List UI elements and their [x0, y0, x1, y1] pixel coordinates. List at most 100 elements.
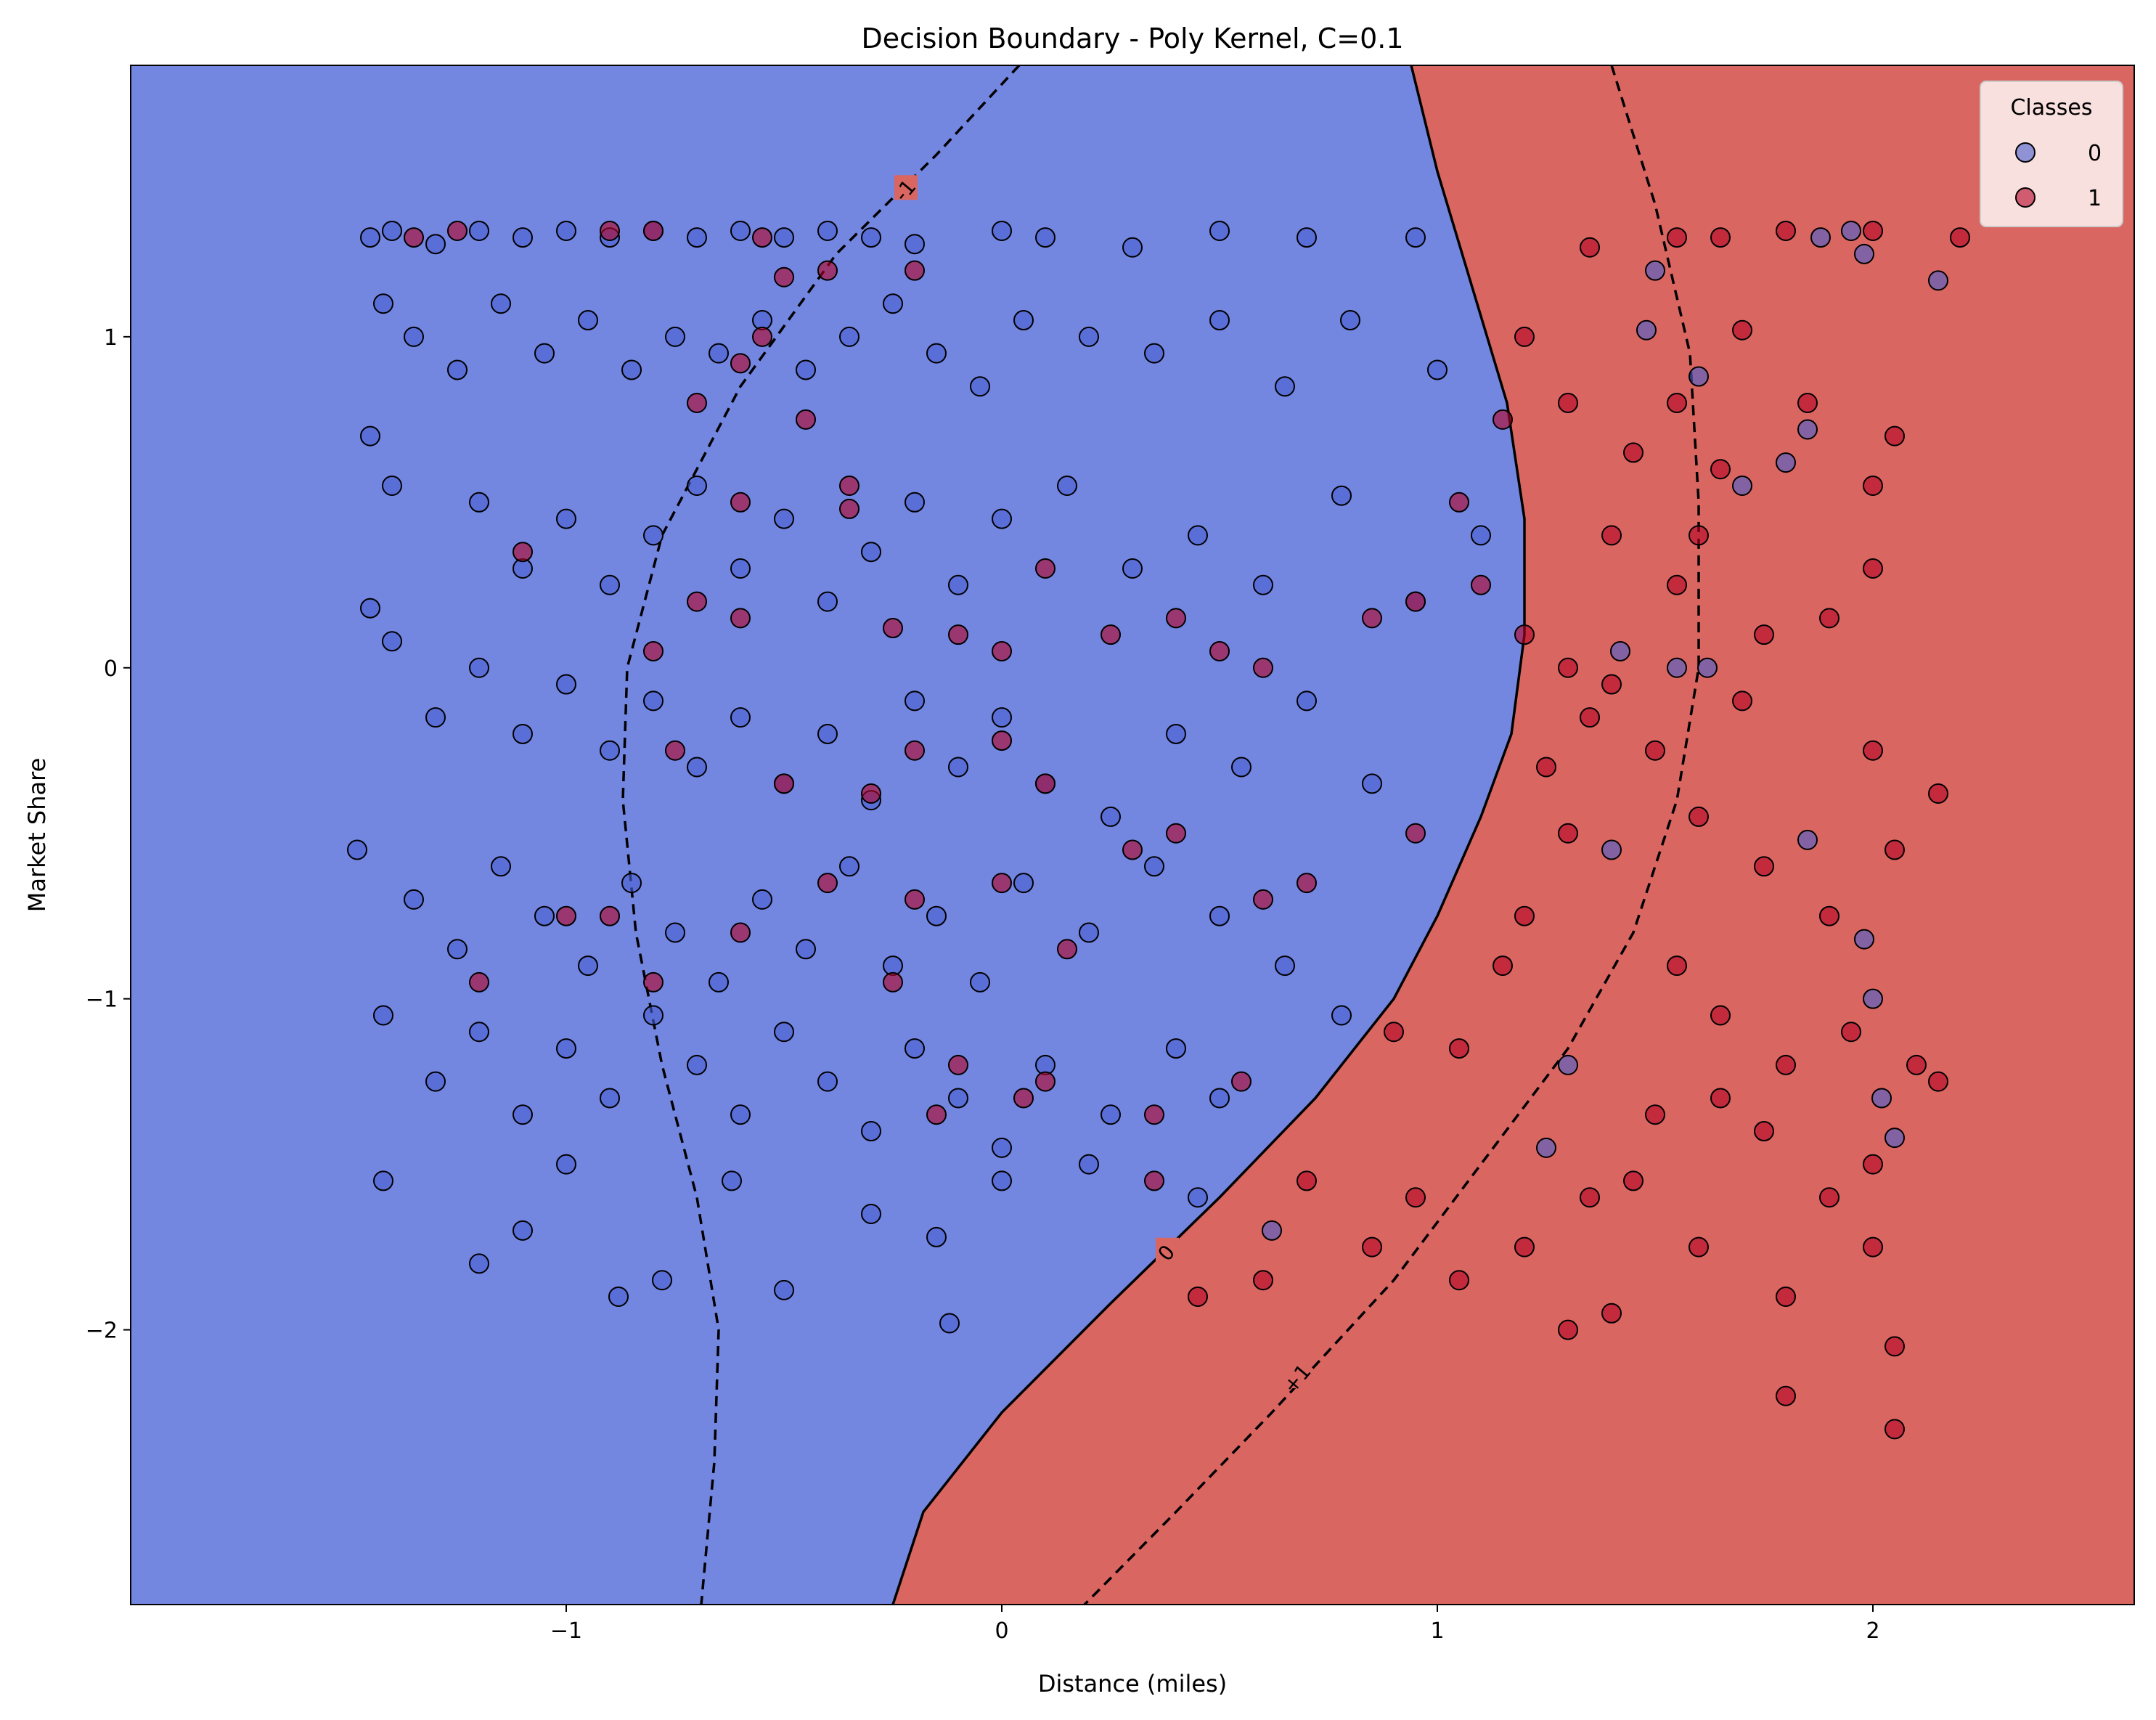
data-point-class-0: [970, 971, 990, 993]
data-point-class-1: [1819, 1187, 1839, 1208]
data-point-class-0: [722, 1170, 742, 1191]
x-axis-ticks: −1 0 1 2: [550, 1605, 1880, 1644]
data-point-class-0: [1340, 310, 1360, 331]
data-point-class-0: [730, 558, 751, 579]
contour-line: [891, 65, 1526, 1605]
data-point-class-1: [1667, 574, 1687, 595]
data-point-class-1: [1754, 1121, 1774, 1142]
data-point-class-0: [425, 707, 446, 728]
data-point-class-1: [1253, 1270, 1273, 1291]
data-point-class-0: [621, 359, 642, 380]
contour-line: [621, 65, 1021, 1605]
data-point-class-1: [1623, 442, 1643, 463]
data-point-class-1: [1710, 227, 1731, 248]
data-point-class-0: [1166, 1038, 1186, 1059]
data-point-class-1: [643, 640, 663, 661]
data-point-class-0: [926, 343, 947, 364]
data-point-class-1: [1536, 757, 1556, 778]
x-axis-label: Distance (miles): [1038, 1670, 1227, 1697]
data-point-class-1: [469, 971, 489, 993]
data-point-class-1: [905, 740, 925, 761]
data-point-class-1: [1667, 393, 1687, 414]
x-tick-label: 1: [1430, 1618, 1444, 1644]
data-point-class-0: [469, 1253, 489, 1274]
data-point-class-1: [1384, 1022, 1404, 1043]
data-point-class-0: [905, 1038, 925, 1059]
y-tick-label: 0: [104, 656, 118, 682]
data-point-class-0: [817, 220, 838, 241]
data-point-class-1: [1449, 1270, 1469, 1291]
x-tick-label: 2: [1866, 1618, 1879, 1644]
data-point-class-1: [1580, 1187, 1600, 1208]
data-point-class-0: [1231, 757, 1251, 778]
data-point-class-1: [600, 905, 620, 926]
data-point-class-1: [1144, 1170, 1164, 1191]
data-point-class-0: [600, 1088, 620, 1109]
data-point-class-1: [1297, 1170, 1317, 1191]
data-point-class-1: [1863, 1154, 1883, 1175]
data-point-class-1: [992, 873, 1012, 894]
data-point-class-0: [1645, 260, 1665, 281]
data-point-class-0: [905, 690, 925, 712]
data-point-class-1: [1797, 393, 1818, 414]
data-point-class-0: [1035, 227, 1055, 248]
contour-label-background: [894, 175, 918, 200]
data-point-class-1: [730, 353, 751, 374]
data-point-class-1: [1754, 624, 1774, 645]
data-point-class-1: [1928, 783, 1948, 804]
data-point-class-0: [1144, 343, 1164, 364]
data-point-class-1: [1035, 1071, 1055, 1092]
data-point-class-1: [1710, 1005, 1731, 1026]
class-1-region: [893, 65, 2134, 1605]
data-point-class-1: [1514, 326, 1535, 347]
data-point-class-1: [1253, 889, 1273, 910]
data-point-class-1: [1362, 1236, 1382, 1258]
data-point-class-1: [1013, 1088, 1034, 1109]
data-point-class-1: [752, 326, 772, 347]
data-point-class-1: [730, 608, 751, 629]
data-point-class-0: [1079, 326, 1099, 347]
data-point-class-0: [817, 591, 838, 612]
data-point-class-1: [905, 260, 925, 281]
data-point-class-0: [1863, 988, 1883, 1009]
data-point-class-0: [665, 922, 685, 943]
data-point-class-0: [948, 757, 968, 778]
data-point-class-1: [1819, 608, 1839, 629]
data-point-class-0: [600, 574, 620, 595]
data-point-class-0: [469, 657, 489, 678]
data-point-class-0: [774, 1022, 794, 1043]
data-point-class-0: [992, 1170, 1012, 1191]
data-point-class-1: [447, 220, 467, 241]
data-point-class-1: [1950, 227, 1970, 248]
data-point-class-1: [404, 227, 424, 248]
data-point-class-1: [1449, 1038, 1469, 1059]
data-point-class-1: [883, 618, 903, 639]
data-point-class-0: [752, 889, 772, 910]
data-point-class-0: [1797, 419, 1818, 440]
data-point-class-0: [643, 1005, 663, 1026]
data-point-class-0: [817, 723, 838, 744]
data-point-class-0: [883, 293, 903, 314]
data-point-class-1: [1863, 740, 1883, 761]
data-point-class-1: [796, 409, 816, 430]
data-point-class-0: [1601, 839, 1622, 860]
data-point-class-1: [1601, 1303, 1622, 1324]
data-point-class-1: [1558, 657, 1578, 678]
data-point-class-0: [556, 1154, 576, 1175]
data-point-class-1: [1710, 459, 1731, 480]
data-point-class-1: [1493, 409, 1513, 430]
data-point-class-1: [1863, 476, 1883, 497]
data-point-class-0: [1209, 310, 1230, 331]
data-point-class-0: [1297, 227, 1317, 248]
data-point-class-1: [643, 971, 663, 993]
data-point-class-1: [905, 889, 925, 910]
data-point-class-0: [926, 1226, 947, 1247]
data-point-class-1: [1471, 574, 1491, 595]
data-point-class-1: [1514, 1236, 1535, 1258]
data-point-class-0: [796, 359, 816, 380]
data-point-class-0: [643, 690, 663, 712]
data-point-class-1: [1558, 393, 1578, 414]
data-point-class-0: [1188, 1187, 1208, 1208]
data-point-class-0: [1079, 922, 1099, 943]
